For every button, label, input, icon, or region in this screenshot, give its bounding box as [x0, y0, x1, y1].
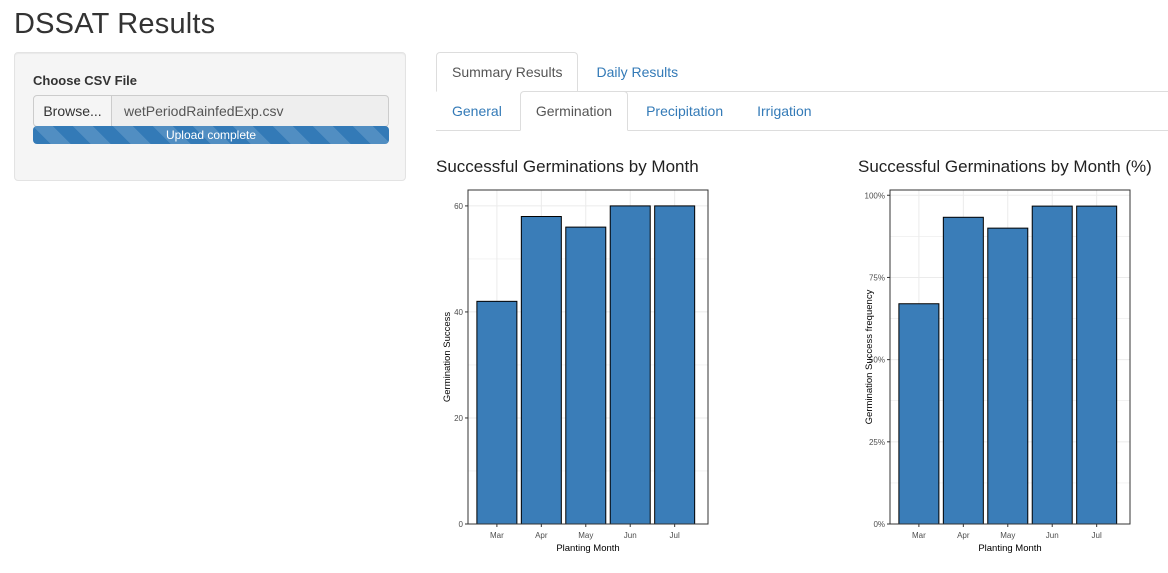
tab-general[interactable]: General [452, 103, 502, 119]
upload-progress-bar: Upload complete [33, 126, 389, 144]
y-axis-title: Germination Success [442, 312, 453, 403]
y-axis-title: Germination Success frequency [864, 289, 875, 424]
y-tick-label: 0% [873, 520, 885, 529]
tab-irrigation[interactable]: Irrigation [757, 103, 812, 119]
germination-count-chart: 0 20 40 60 Mar Apr May Jun Jul Planting Month Germ… [442, 189, 709, 554]
file-name-field: wetPeriodRainfedExp.csv [112, 95, 389, 127]
page-title: DSSAT Results [14, 8, 216, 40]
y-tick-label: 20 [454, 414, 463, 423]
y-tick-label: 25% [869, 438, 885, 447]
main-tabs: Summary Results Daily Results [436, 52, 1168, 92]
bar-mar [476, 300, 518, 525]
x-axis-title: Planting Month [978, 543, 1041, 554]
plot-panel-border [467, 189, 709, 525]
chart-2-title: Successful Germinations by Month (%) [858, 157, 1152, 176]
y-tick-label: 0 [459, 520, 464, 529]
x-tick-label: Apr [957, 531, 970, 540]
x-tick-label: May [578, 531, 593, 540]
y-tick-label: 75% [869, 273, 885, 282]
x-tick-label: Jul [670, 531, 680, 540]
x-tick-label: Apr [535, 531, 548, 540]
x-axis-title: Planting Month [556, 543, 619, 554]
plot-panel-border [889, 189, 1131, 525]
y-tick-label: 100% [865, 191, 885, 200]
bar-jun [1031, 205, 1073, 525]
x-tick-label: Mar [490, 531, 504, 540]
browse-button[interactable]: Browse... [33, 95, 112, 127]
y-tick-label: 60 [454, 202, 463, 211]
bar-apr [942, 216, 984, 525]
y-tick-label: 40 [454, 308, 463, 317]
tab-summary-results[interactable]: Summary Results [436, 52, 579, 92]
file-input-group: Browse... wetPeriodRainfedExp.csv [33, 95, 389, 127]
file-input-label: Choose CSV File [33, 73, 138, 88]
tab-precipitation[interactable]: Precipitation [646, 103, 724, 119]
x-tick-label: May [1000, 531, 1015, 540]
bar-may [565, 226, 607, 525]
chart-1-title: Successful Germinations by Month [436, 157, 699, 176]
y-tick-label: 50% [869, 356, 885, 365]
bar-mar [898, 303, 940, 525]
file-upload-panel: Choose CSV File Browse... wetPeriodRainf… [14, 52, 406, 181]
x-tick-label: Jul [1092, 531, 1102, 540]
tab-germination[interactable]: Germination [519, 91, 629, 131]
germination-percent-chart: 0% 25% 50% 75% 100% Mar Apr May Jun Jul Planting M… [864, 189, 1131, 554]
bar-jul [654, 205, 696, 525]
x-tick-label: Jun [624, 531, 637, 540]
x-tick-label: Jun [1046, 531, 1059, 540]
bar-jul [1076, 205, 1118, 525]
bar-jun [609, 205, 651, 525]
x-tick-label: Mar [912, 531, 926, 540]
tab-daily-results[interactable]: Daily Results [596, 64, 679, 80]
bar-apr [520, 216, 562, 525]
summary-subtabs: General Germination Precipitation Irriga… [436, 91, 1168, 131]
bar-may [987, 227, 1029, 525]
upload-progress: Upload complete [33, 126, 389, 144]
